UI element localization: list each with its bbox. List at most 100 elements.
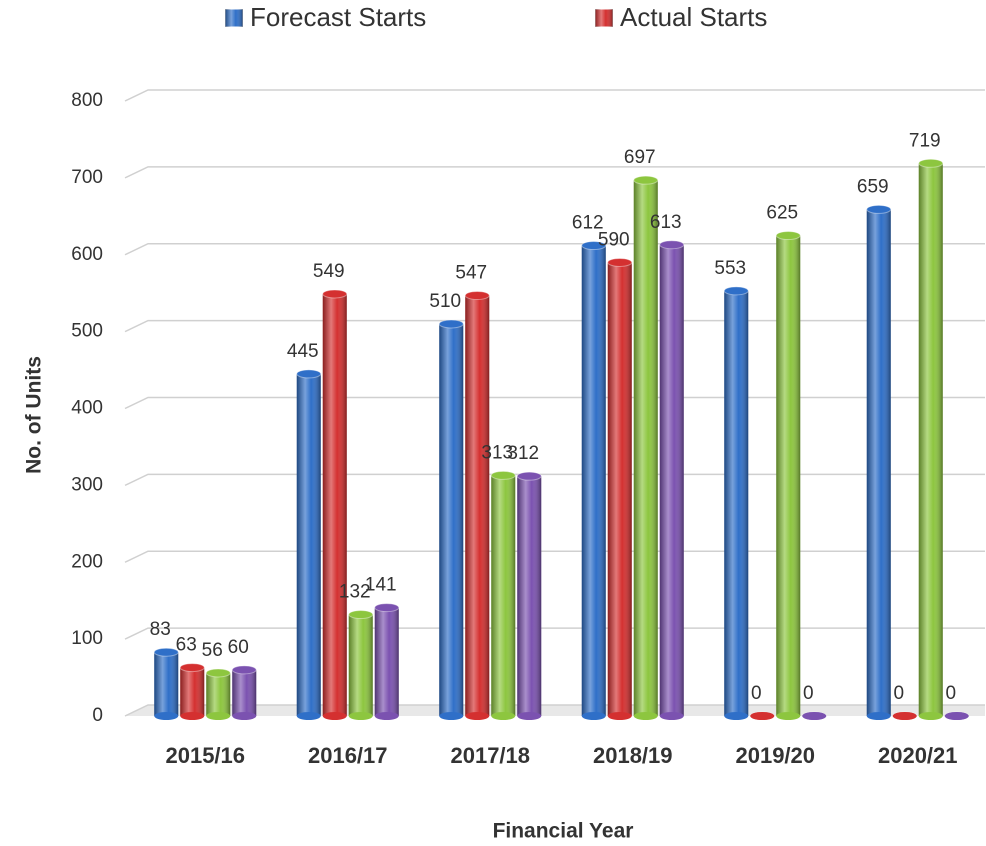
bar-cap [374, 603, 400, 613]
value-label: 547 [455, 263, 487, 284]
bar-shade [776, 235, 801, 716]
bar-shade [296, 373, 321, 716]
x-tick-label: 2020/21 [878, 743, 958, 768]
value-label: 312 [507, 443, 539, 464]
bar-cap [438, 319, 464, 329]
y-tick-label: 0 [92, 705, 103, 726]
x-tick-label: 2015/16 [165, 743, 245, 768]
grid-line [124, 243, 985, 256]
bar-base [517, 712, 542, 720]
bar-base [154, 712, 179, 720]
bar-shade [232, 669, 257, 716]
value-label: 613 [650, 212, 682, 233]
bar-base [374, 712, 399, 720]
bar-cap [464, 290, 490, 300]
bar-shade [180, 667, 205, 716]
bar-base [296, 712, 321, 720]
grid-line [124, 627, 985, 640]
y-tick-label: 800 [71, 90, 103, 111]
x-tick-label: 2017/18 [450, 743, 530, 768]
value-label: 0 [751, 683, 762, 704]
value-label: 0 [945, 683, 956, 704]
legend-swatch-shade [225, 9, 243, 27]
value-label: 132 [339, 582, 371, 603]
bar-shade [918, 163, 943, 717]
bar-base [465, 712, 490, 720]
value-label: 313 [481, 442, 513, 463]
y-tick-label: 300 [71, 474, 103, 495]
bar-base [892, 712, 917, 720]
value-label: 549 [313, 261, 345, 282]
bar-cap [205, 668, 231, 678]
value-label: 612 [572, 213, 604, 234]
x-tick-label: 2018/19 [593, 743, 673, 768]
value-label: 719 [909, 130, 941, 151]
grid-line [124, 396, 985, 410]
bar-shade [633, 180, 658, 716]
bar-cap [633, 175, 659, 185]
bar-shade [607, 262, 632, 716]
bar-cap [490, 470, 516, 480]
value-label: 553 [714, 258, 746, 279]
value-label: 590 [598, 229, 630, 250]
bar-cap [179, 663, 205, 673]
bar-base [180, 712, 205, 720]
bar-base [206, 712, 231, 720]
bar-base [659, 712, 684, 720]
value-label: 510 [429, 291, 461, 312]
value-label: 625 [766, 203, 798, 224]
y-tick-label: 100 [71, 628, 103, 649]
bar-shade [724, 290, 749, 716]
bar-shade [206, 672, 231, 716]
y-axis-label: No. of Units [23, 356, 46, 474]
bar-base [750, 712, 775, 720]
bar-cap [866, 204, 892, 214]
legend-label: Actual Starts [620, 2, 767, 32]
y-tick-label: 200 [71, 551, 103, 572]
bar-cap [231, 665, 257, 675]
x-axis-label: Financial Year [493, 820, 634, 843]
grid-line [124, 166, 985, 179]
grid-line [124, 319, 985, 333]
value-label: 63 [176, 635, 197, 656]
bar-base [918, 712, 943, 720]
bar-shade [491, 475, 516, 716]
bar-shade [348, 614, 373, 716]
bar-cap [659, 240, 685, 250]
legend-swatch-shade [595, 9, 613, 27]
bar-cap [348, 610, 374, 620]
grid-line [124, 473, 985, 487]
bar-base [607, 712, 632, 720]
bar-base [232, 712, 257, 720]
bar-cap [296, 369, 322, 379]
bar-base [866, 712, 891, 720]
y-tick-label: 500 [71, 321, 103, 342]
legend-label: Forecast Starts [250, 2, 426, 32]
bar-shade [581, 245, 606, 716]
bar-base [802, 712, 827, 720]
value-label: 445 [287, 341, 319, 362]
bar-base [724, 712, 749, 720]
bar-shade [465, 295, 490, 716]
x-tick-label: 2019/20 [735, 743, 815, 768]
bar-shade [659, 244, 684, 716]
bar-cap [723, 286, 749, 296]
y-tick-label: 700 [71, 167, 103, 188]
grid-line [124, 550, 985, 563]
value-label: 56 [202, 640, 223, 661]
value-label: 83 [150, 619, 171, 640]
bar-shade [517, 476, 542, 716]
bar-cap [918, 158, 944, 168]
bar-base [633, 712, 658, 720]
bar-cap [581, 241, 607, 251]
value-label: 0 [893, 683, 904, 704]
bar-base [944, 712, 969, 720]
bar-shade [374, 607, 399, 716]
value-label: 697 [624, 147, 656, 168]
bar-cap [322, 289, 348, 299]
value-label: 0 [803, 683, 814, 704]
value-label: 60 [228, 637, 249, 658]
bar-cap [775, 231, 801, 241]
bar-base [348, 712, 373, 720]
